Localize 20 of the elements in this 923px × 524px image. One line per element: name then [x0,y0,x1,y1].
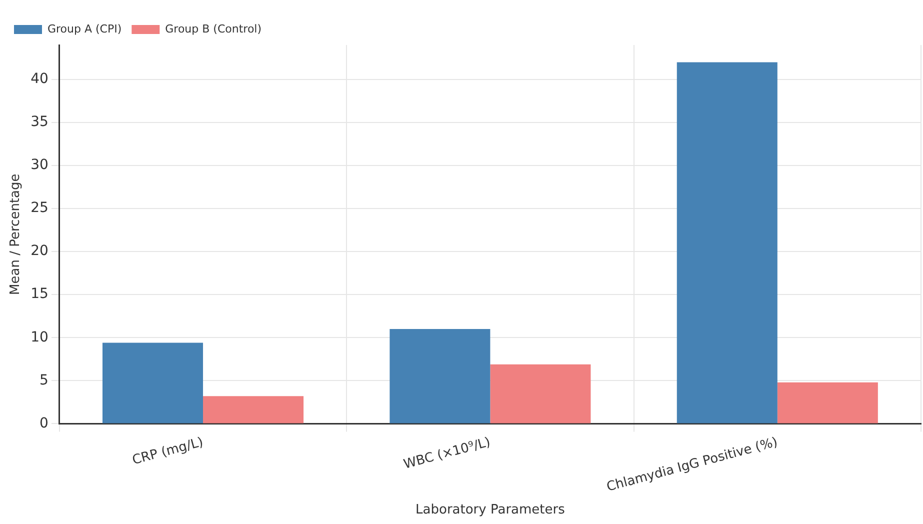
y-tick-label: 0 [39,415,48,432]
y-tick-label: 25 [30,200,48,216]
y-tick-label: 40 [30,71,48,88]
x-tick-label: CRP (mg/L) [130,434,205,468]
y-axis-title: Mean / Percentage [8,174,24,295]
y-tick-label: 30 [30,157,48,174]
x-axis-title: Laboratory Parameters [416,502,566,518]
y-tick-label: 5 [39,372,48,388]
bar [102,342,204,424]
y-tick-label: 20 [30,243,48,260]
y-tick-label: 15 [30,286,48,302]
bar [676,62,778,424]
y-tick-label: 35 [30,114,48,130]
bar [390,329,490,424]
legend-label: Group B (Control) [165,22,262,36]
legend-label: Group A (CPI) [48,22,122,36]
y-tick-label: 10 [30,329,48,346]
bar [490,364,591,424]
bar [203,396,304,424]
bar [777,382,878,424]
